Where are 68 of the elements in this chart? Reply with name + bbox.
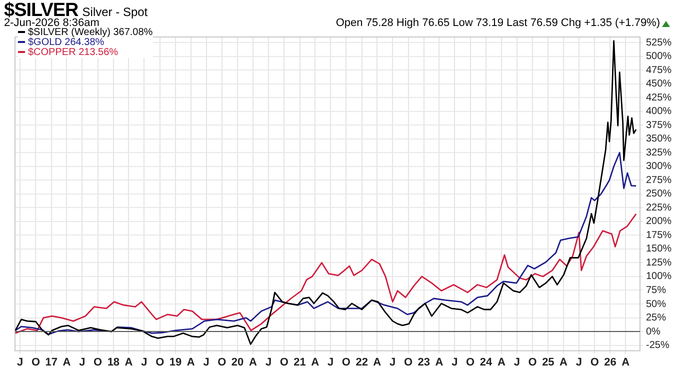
x-tick-label: O: [528, 356, 538, 368]
x-tick-label: J: [328, 356, 334, 368]
x-tick-label: 21: [294, 356, 306, 368]
x-tick-label: 23: [418, 356, 430, 368]
y-tick-label: 500%: [646, 51, 672, 62]
x-tick-label: A: [622, 356, 630, 368]
legend-label: $GOLD 264.38%: [27, 37, 104, 48]
x-tick-label: A: [560, 356, 568, 368]
x-tick-label: A: [497, 356, 506, 368]
x-tick-label: O: [31, 356, 40, 368]
x-tick-label: 19: [169, 356, 182, 368]
x-tick-label: A: [373, 356, 382, 368]
y-tick-label: 0%: [646, 326, 661, 338]
y-tick-label: 100%: [646, 271, 672, 282]
y-tick-label: 25%: [646, 312, 666, 324]
x-tick-label: 26: [604, 356, 616, 368]
y-tick-label: 125%: [646, 257, 672, 268]
x-tick-label: O: [94, 356, 103, 368]
x-tick-label: 24: [480, 356, 493, 368]
legend-label: $SILVER (Weekly) 367.08%: [27, 27, 153, 38]
x-tick-label: O: [404, 356, 413, 368]
x-tick-label: 25: [542, 356, 554, 368]
x-tick-label: A: [186, 356, 195, 368]
chart-subtitle: Silver - Spot: [82, 5, 148, 19]
x-tick-label: O: [342, 356, 351, 368]
x-tick-label: J: [390, 356, 396, 368]
y-tick-label: 525%: [646, 37, 672, 48]
y-tick-label: 275%: [646, 174, 672, 186]
y-tick-label: 425%: [646, 92, 672, 104]
x-tick-label: A: [435, 356, 444, 368]
x-tick-label: O: [590, 356, 600, 368]
x-tick-label: 22: [356, 356, 368, 368]
x-tick-label: A: [311, 356, 320, 368]
y-tick-label: 400%: [646, 106, 672, 118]
y-tick-label: 350%: [646, 134, 672, 145]
y-tick-label: 375%: [646, 120, 672, 131]
x-tick-label: A: [62, 356, 71, 368]
x-tick-label: J: [17, 356, 24, 368]
legend-label: $COPPER 213.56%: [27, 47, 120, 58]
x-tick-label: J: [452, 356, 458, 368]
y-tick-label: 225%: [646, 202, 672, 214]
x-tick-label: A: [124, 356, 133, 368]
text: Open 75.28 High 76.65 Low 73.19 Last 76.59 Chg +1.35 (+1.79%): [336, 17, 660, 29]
y-tick-label: 450%: [646, 78, 672, 90]
x-tick-label: J: [514, 356, 520, 368]
y-tick-label: 325%: [646, 147, 672, 158]
x-tick-label: O: [218, 356, 227, 368]
y-tick-label: 200%: [646, 216, 672, 228]
x-tick-label: 20: [231, 356, 244, 368]
y-tick-label: 75%: [646, 284, 666, 296]
x-tick-label: A: [249, 356, 258, 368]
y-tick-label: 175%: [646, 230, 672, 241]
x-tick-label: J: [79, 356, 86, 368]
y-tick-label: 300%: [646, 161, 672, 172]
x-tick-label: 18: [107, 356, 120, 368]
y-tick-label: 50%: [646, 298, 666, 310]
y-tick-label: 150%: [646, 244, 672, 255]
x-tick-label: J: [576, 356, 582, 368]
x-tick-label: J: [265, 356, 272, 368]
y-tick-label: 475%: [646, 64, 672, 76]
x-tick-label: O: [280, 356, 289, 368]
y-tick-label: 250%: [646, 188, 672, 200]
x-tick-label: J: [203, 356, 210, 368]
x-tick-label: O: [466, 356, 476, 368]
y-tick-label: -25%: [646, 340, 670, 352]
x-tick-label: 17: [45, 356, 58, 368]
x-tick-label: J: [141, 356, 148, 368]
x-tick-label: O: [156, 356, 165, 368]
